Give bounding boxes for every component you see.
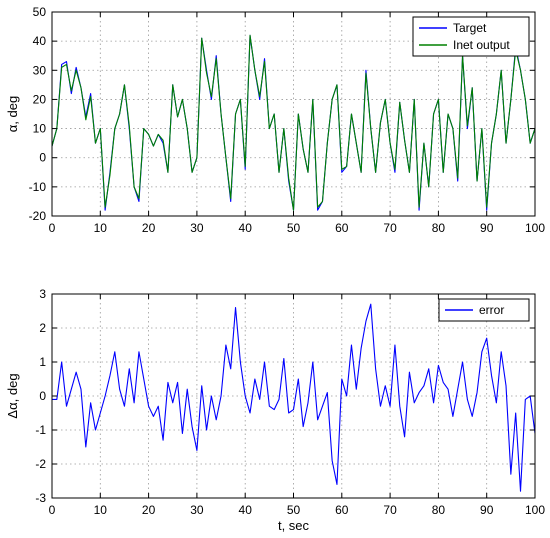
y-tick-label: 30 [33, 63, 47, 77]
x-tick-label: 40 [239, 221, 253, 235]
x-tick-label: 100 [525, 503, 545, 517]
x-tick-label: 20 [142, 221, 156, 235]
y-tick-label: -10 [29, 180, 47, 194]
legend-box [412, 16, 530, 57]
x-tick-label: 90 [480, 503, 494, 517]
y-tick-label: 2 [39, 321, 46, 335]
x-axis-label: t, sec [278, 518, 310, 533]
x-tick-label: 0 [49, 221, 56, 235]
legend-entry: Inet output [453, 38, 510, 52]
legend-entry: Target [453, 21, 487, 35]
y-tick-label: 20 [33, 92, 47, 106]
y-tick-label: 1 [39, 355, 46, 369]
x-tick-label: 50 [287, 221, 301, 235]
y-tick-label: 10 [33, 122, 47, 136]
x-tick-label: 30 [190, 221, 204, 235]
x-tick-label: 100 [525, 221, 545, 235]
x-tick-label: 80 [432, 503, 446, 517]
legend-entry: error [479, 303, 504, 317]
x-tick-label: 60 [335, 503, 349, 517]
x-tick-label: 80 [432, 221, 446, 235]
y-tick-label: 50 [33, 5, 47, 19]
y-tick-label: 3 [39, 287, 46, 301]
legend-box [438, 298, 530, 322]
y-tick-label: 0 [39, 389, 46, 403]
x-tick-label: 0 [49, 503, 56, 517]
x-tick-label: 10 [94, 221, 108, 235]
y-tick-label: 0 [39, 151, 46, 165]
x-tick-label: 70 [383, 221, 397, 235]
x-tick-label: 40 [239, 503, 253, 517]
y-tick-label: -1 [35, 423, 46, 437]
top-panel-alpha: 0 10 20 30 40 50 60 70 80 90 100 -20 -10 0 10 20 30 40 50 α… [5, 5, 545, 235]
series-line-error [52, 303, 535, 492]
y-tick-label: 40 [33, 34, 47, 48]
y-axis-label: Δα, deg [5, 373, 20, 418]
x-tick-label: 60 [335, 221, 349, 235]
y-tick-label: -20 [29, 209, 47, 223]
x-tick-label: 30 [190, 503, 204, 517]
x-tick-label: 90 [480, 221, 494, 235]
x-tick-label: 50 [287, 503, 301, 517]
bottom-panel-error: 0 10 20 30 40 50 60 70 80 90 100 -3 -2 -1 0 1 2 3 Δα, deg t… [5, 287, 545, 533]
x-tick-label: 70 [383, 503, 397, 517]
x-tick-label: 10 [94, 503, 108, 517]
series-line-inet-output [52, 34, 535, 211]
x-tick-label: 20 [142, 503, 156, 517]
y-tick-label: -3 [35, 491, 46, 505]
y-axis-label: α, deg [5, 96, 20, 132]
y-tick-label: -2 [35, 457, 46, 471]
plot-area [52, 294, 535, 498]
